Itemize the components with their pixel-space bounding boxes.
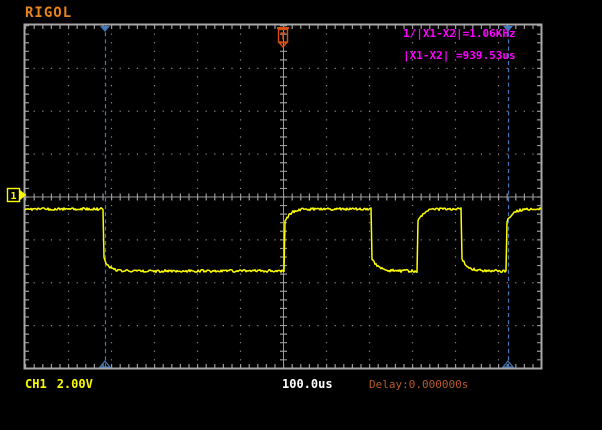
timebase-readout: 100.0us: [282, 377, 333, 391]
brand-logo: RIGOL: [25, 5, 73, 21]
channel1-position-icon: 1: [6, 187, 26, 203]
graticule: [23, 23, 543, 370]
cursor-delta-readout: |X1-X2| =939.53us: [403, 49, 516, 62]
channel1-volts-per-div: 2.00V: [56, 377, 93, 391]
svg-text:1: 1: [10, 191, 16, 202]
waveform-trace: [24, 206, 542, 274]
cursor-x1-line: [98, 25, 112, 368]
cursor-frequency-readout: 1/|X1-X2|=1.06KHz: [403, 27, 516, 40]
trigger-delay-readout: Delay:0.000000s: [369, 378, 469, 391]
cursor-x2-line: [501, 25, 515, 368]
channel1-status: CH1 2.00V: [25, 377, 93, 391]
channel1-label: CH1: [25, 377, 47, 391]
trigger-position-icon: T: [277, 27, 289, 49]
